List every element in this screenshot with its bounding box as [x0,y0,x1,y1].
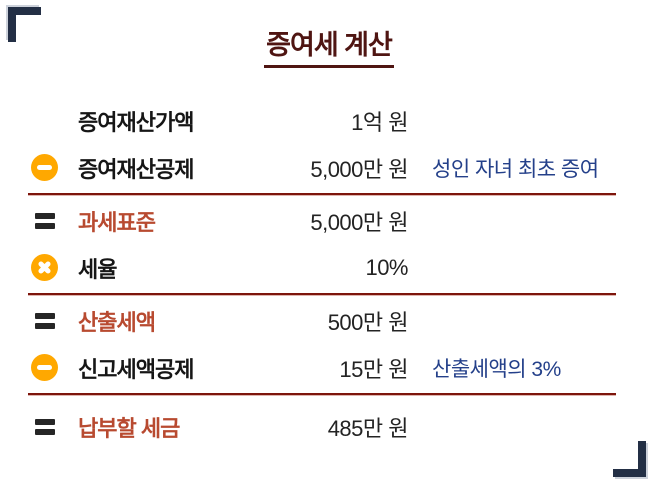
row-label-emphasis: 산출세액 [78,309,156,335]
row-value: 1억 원 [351,109,408,135]
section-tax-due: 납부할 세금 485만 원 [0,395,658,452]
row-gift-value: 증여재산가액 1억 원 [0,97,658,144]
row-label: 증여재산공제 [78,156,194,182]
multiply-icon [31,254,58,281]
row-report-deduction: 신고세액공제 15만 원 산출세액의 3% [0,344,658,391]
handwritten-note: 성인 자녀 최초 증여 [432,157,599,181]
frame-bracket-bottom-right-icon [613,441,646,477]
row-value: 15만 원 [339,356,408,382]
row-label: 세율 [78,256,117,282]
section-gift-amount: 증여재산가액 1억 원 증여재산공제 5,000만 원 성인 자녀 최초 증여 [0,95,658,193]
row-value: 10% [365,254,408,280]
row-value: 500만 원 [327,309,409,335]
row-tax-due: 납부할 세금 485만 원 [0,403,658,450]
section-calculated-tax: 산출세액 500만 원 신고세액공제 15만 원 산출세액의 3% [0,295,658,393]
minus-icon [31,354,58,381]
minus-icon [31,154,58,181]
header: 증여세 계산 [0,0,658,68]
row-tax-base: 과세표준 5,000만 원 [0,197,658,244]
handwritten-note: 산출세액의 3% [432,357,561,381]
row-label-emphasis: 납부할 세금 [78,415,180,441]
section-tax-base: 과세표준 5,000만 원 세율 10% [0,195,658,293]
row-label: 신고세액공제 [78,356,194,382]
equals-icon [34,418,55,435]
section-divider [28,293,616,295]
section-divider [28,193,616,195]
row-value: 485만 원 [327,415,409,441]
row-value: 5,000만 원 [310,209,408,235]
row-tax-rate: 세율 10% [0,244,658,291]
row-label: 증여재산가액 [78,109,194,135]
gift-tax-calculation-table: 증여재산가액 1억 원 증여재산공제 5,000만 원 성인 자녀 최초 증여 … [0,95,658,452]
row-label-emphasis: 과세표준 [78,209,156,235]
row-gift-deduction: 증여재산공제 5,000만 원 성인 자녀 최초 증여 [0,144,658,191]
row-calculated-tax: 산출세액 500만 원 [0,297,658,344]
row-value: 5,000만 원 [310,156,408,182]
page-title: 증여세 계산 [264,23,394,68]
equals-icon [34,312,55,329]
section-divider [28,393,616,395]
frame-bracket-top-left-icon [8,7,41,42]
equals-icon [34,212,55,229]
